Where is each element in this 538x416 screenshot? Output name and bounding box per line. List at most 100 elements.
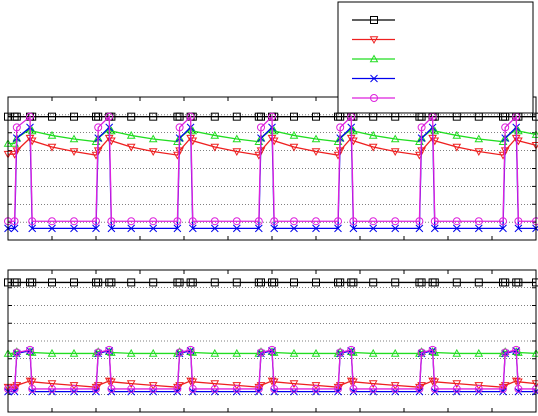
marker-square	[514, 278, 523, 287]
marker-circle	[28, 217, 37, 226]
marker-square	[349, 278, 358, 287]
marker-triangle	[148, 348, 158, 357]
marker-circle	[347, 345, 356, 354]
marker-square	[474, 278, 483, 287]
marker-cross	[334, 224, 342, 233]
marker-square	[369, 278, 378, 287]
marker-square	[175, 112, 184, 121]
marker-triangle	[390, 348, 400, 357]
marker-circle	[417, 123, 426, 132]
marker-circle	[149, 217, 158, 226]
marker-circle	[336, 348, 345, 357]
marker-square	[430, 278, 439, 287]
marker-circle	[149, 384, 158, 393]
marker-triangle	[232, 348, 242, 357]
marker-square	[28, 278, 37, 287]
marker-circle	[210, 384, 219, 393]
marker-circle	[430, 384, 439, 393]
marker-cross	[270, 224, 279, 233]
marker-circle	[12, 123, 21, 132]
marker-triangle	[452, 380, 462, 389]
marker-triangle	[311, 148, 321, 157]
marker-triangle	[47, 380, 57, 389]
marker-circle	[312, 384, 320, 393]
marker-cross	[92, 224, 100, 233]
marker-cross	[370, 74, 378, 83]
marker-triangle	[368, 348, 378, 357]
marker-circle	[175, 348, 184, 357]
marker-circle	[369, 217, 378, 226]
series-line	[8, 125, 536, 230]
marker-circle	[92, 384, 100, 393]
marker-cross	[391, 224, 400, 233]
marker-cross	[254, 224, 263, 233]
marker-cross	[173, 224, 182, 233]
marker-square	[370, 16, 378, 24]
marker-square	[12, 112, 21, 121]
marker-cross	[70, 224, 78, 233]
marker-triangle	[390, 134, 400, 143]
marker-triangle	[311, 348, 321, 357]
marker-square	[70, 278, 78, 287]
marker-square	[48, 278, 56, 287]
marker-circle	[290, 217, 298, 226]
marker-circle	[94, 123, 103, 132]
marker-circle	[105, 345, 114, 354]
marker-circle	[94, 348, 103, 357]
marker-triangle	[311, 134, 321, 143]
marker-circle	[501, 348, 510, 357]
marker-circle	[349, 217, 358, 226]
marker-triangle	[210, 130, 220, 139]
marker-circle	[257, 348, 265, 357]
marker-circle	[92, 217, 100, 226]
marker-square	[127, 112, 136, 121]
marker-square	[48, 112, 56, 121]
marker-triangle	[126, 143, 136, 152]
marker-circle	[312, 217, 320, 226]
marker-square	[501, 278, 510, 287]
marker-cross	[28, 224, 37, 233]
marker-triangle	[232, 134, 242, 143]
marker-circle	[268, 112, 276, 121]
marker-circle	[501, 123, 510, 132]
marker-square	[232, 112, 241, 121]
marker-cross	[430, 224, 439, 233]
marker-square	[149, 278, 158, 287]
marker-square	[210, 278, 219, 287]
marker-circle	[127, 384, 136, 393]
marker-triangle	[47, 143, 57, 152]
marker-circle	[334, 217, 342, 226]
marker-cross	[107, 224, 116, 233]
marker-square	[28, 112, 37, 121]
marker-square	[270, 112, 279, 121]
marker-cross	[474, 224, 483, 233]
marker-square	[188, 278, 197, 287]
marker-cross	[10, 224, 19, 233]
marker-cross	[499, 224, 507, 233]
marker-square	[149, 112, 158, 121]
marker-circle	[232, 384, 241, 393]
marker-square	[290, 112, 298, 121]
marker-circle	[415, 217, 424, 226]
marker-square	[336, 278, 345, 287]
marker-circle	[270, 217, 279, 226]
marker-triangle	[232, 148, 242, 157]
marker-triangle	[126, 380, 136, 389]
marker-cross	[514, 224, 523, 233]
marker-circle	[70, 384, 78, 393]
marker-circle	[336, 123, 345, 132]
marker-triangle	[369, 54, 379, 63]
marker-triangle	[210, 143, 220, 152]
marker-circle	[70, 217, 78, 226]
marker-square	[232, 278, 241, 287]
marker-circle	[232, 217, 241, 226]
marker-circle	[107, 217, 116, 226]
marker-circle	[334, 384, 342, 393]
marker-circle	[428, 345, 437, 354]
marker-triangle	[210, 380, 220, 389]
marker-cross	[210, 224, 219, 233]
marker-cross	[349, 224, 358, 233]
marker-square	[70, 112, 78, 121]
marker-circle	[173, 384, 182, 393]
marker-cross	[188, 224, 197, 233]
